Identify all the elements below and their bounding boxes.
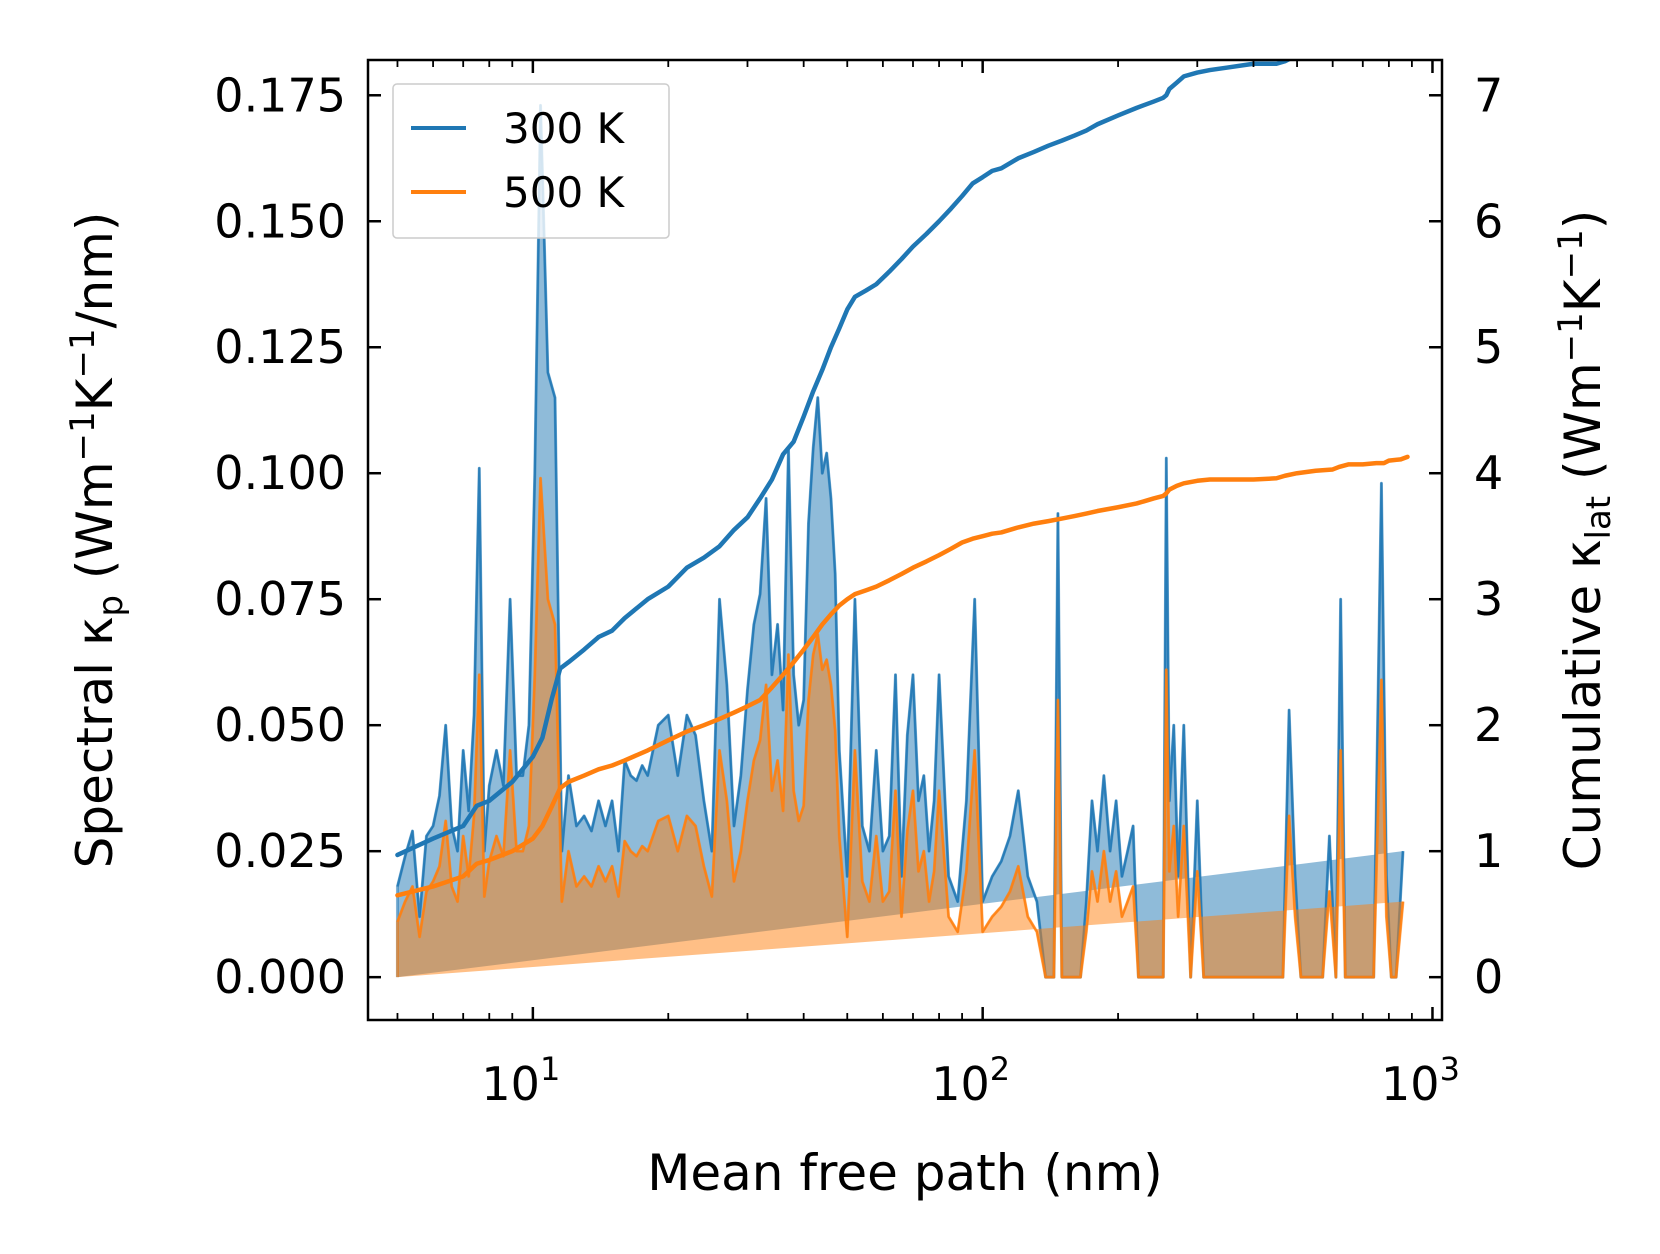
x-tick-label: 103 <box>1381 1050 1460 1111</box>
right-y-tick-label: 2 <box>1474 698 1503 752</box>
left-y-tick-label: 0.025 <box>214 824 346 878</box>
right-y-tick-label: 6 <box>1474 194 1503 248</box>
legend-label-300k: 300 K <box>503 104 626 153</box>
plot-frame <box>366 58 1444 1022</box>
right-y-tick-label: 5 <box>1474 320 1503 374</box>
x-axis-title: Mean free path (nm) <box>647 1144 1163 1202</box>
legend-box <box>392 83 670 239</box>
left-y-tick-label: 0.150 <box>214 194 346 248</box>
right-y-axis-title: Cumulative κlat (Wm−1K−1) <box>1551 210 1619 870</box>
right-y-tick-label: 7 <box>1474 68 1503 122</box>
x-tick-label: 101 <box>481 1050 560 1111</box>
right-y-tick-label: 3 <box>1474 572 1503 626</box>
cumulative-line-500k <box>395 454 1410 898</box>
left-y-tick-label: 0.175 <box>214 68 346 122</box>
axis-ticks: 101 102 1030.0000.0250.0500.0750.1000.1250… <box>214 60 1503 1111</box>
plot-area <box>395 60 1410 979</box>
left-y-axis-title: Spectral κp (Wm−1K−1/nm) <box>63 212 131 869</box>
left-y-tick-label: 0.075 <box>214 572 346 626</box>
left-y-tick-label: 0.000 <box>214 950 346 1004</box>
left-y-tick-label: 0.125 <box>214 320 346 374</box>
left-y-tick-label: 0.050 <box>214 698 346 752</box>
legend-label-500k: 500 K <box>503 168 626 217</box>
cumulative-line-300k <box>395 60 1293 858</box>
right-y-tick-label: 0 <box>1474 950 1503 1004</box>
x-tick-label: 102 <box>931 1050 1010 1111</box>
spectral-line-300k <box>396 104 1405 979</box>
legend: 300 K 500 K <box>392 83 670 239</box>
left-y-tick-label: 0.100 <box>214 446 346 500</box>
spectral-line-500k <box>396 477 1405 979</box>
right-y-tick-label: 1 <box>1474 824 1503 878</box>
right-y-tick-label: 4 <box>1474 446 1503 500</box>
